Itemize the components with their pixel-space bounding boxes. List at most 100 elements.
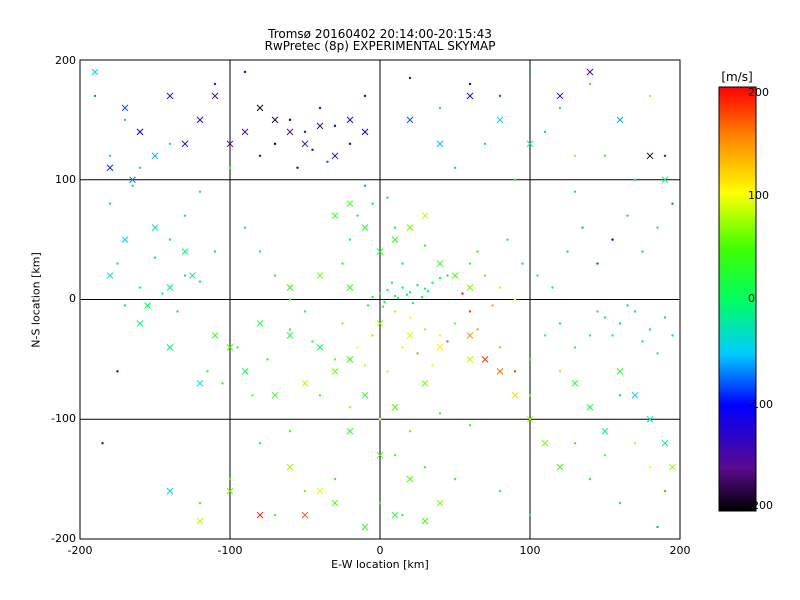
- x-tick-label: -200: [67, 544, 93, 557]
- scatter-dot-point: [648, 94, 652, 98]
- scatter-dot-point: [641, 340, 644, 343]
- scatter-dot-point: [573, 346, 577, 349]
- scatter-dot-point: [381, 305, 385, 308]
- scatter-dot-point: [588, 82, 592, 86]
- scatter-dot-point: [273, 142, 277, 146]
- scatter-dot-point: [383, 300, 386, 304]
- scatter-dot-point: [168, 238, 172, 241]
- scatter-cross-point: [466, 332, 474, 339]
- scatter-dot-point: [326, 160, 329, 163]
- scatter-cross-point: [166, 92, 174, 100]
- scatter-dot-point: [558, 106, 562, 110]
- x-tick-label: 100: [519, 544, 541, 557]
- scatter-dot-point: [558, 322, 562, 325]
- scatter-cross-point: [286, 332, 294, 339]
- scatter-dot-point: [626, 214, 629, 217]
- scatter-dot-point: [573, 154, 577, 157]
- scatter-dot-point: [183, 274, 187, 277]
- scatter-dot-point: [318, 106, 322, 110]
- scatter-cross-point: [151, 152, 159, 160]
- scatter-dot-point: [288, 298, 292, 301]
- scatter-dot-point: [626, 304, 629, 307]
- scatter-dot-point: [236, 346, 239, 349]
- plot-frame: [79, 59, 681, 540]
- scatter-dot-point: [573, 442, 577, 445]
- scatter-dot-point: [438, 334, 442, 337]
- scatter-dot-point: [648, 465, 652, 469]
- scatter-dot-point: [183, 214, 187, 217]
- scatter-cross-point: [556, 463, 564, 471]
- scatter-cross-point: [301, 511, 309, 519]
- scatter-cross-point: [286, 128, 294, 136]
- scatter-dot-point: [573, 190, 577, 193]
- scatter-dot-point: [386, 196, 389, 199]
- y-tick-label: -100: [51, 412, 76, 425]
- scatter-cross-point: [151, 224, 159, 232]
- scatter-dot-point: [258, 442, 262, 445]
- scatter-cross-point: [661, 176, 669, 184]
- scatter-cross-point: [631, 391, 639, 399]
- scatter-dot-point: [348, 142, 352, 146]
- scatter-dot-point: [311, 148, 314, 152]
- x-tick-label: 0: [376, 544, 384, 557]
- scatter-dot-point: [611, 238, 614, 241]
- scatter-cross-point: [331, 152, 339, 160]
- scatter-dot-point: [528, 358, 532, 361]
- scatter-cross-point: [144, 302, 151, 309]
- y-tick-label: 200: [55, 54, 76, 67]
- scatter-dot-point: [596, 310, 599, 313]
- scatter-dot-point: [453, 166, 457, 169]
- scatter-dot-point: [356, 214, 359, 217]
- scatter-dot-point: [483, 274, 487, 277]
- scatter-dot-point: [138, 286, 142, 289]
- y-tick-label: -200: [51, 532, 76, 545]
- scatter-dot-point: [386, 288, 389, 292]
- scatter-cross-point: [466, 92, 474, 100]
- scatter-cross-point: [496, 116, 504, 124]
- scatter-dot-point: [411, 301, 415, 305]
- colorbar: [718, 86, 757, 512]
- colorbar-tick-label: 200: [748, 86, 769, 99]
- scatter-dot-point: [123, 304, 127, 307]
- scatter-dot-point: [566, 250, 569, 253]
- scatter-dot-point: [116, 262, 119, 265]
- scatter-cross-point: [616, 367, 624, 375]
- scatter-cross-point: [301, 140, 309, 148]
- scatter-dot-point: [423, 465, 427, 469]
- scatter-cross-point: [316, 344, 324, 351]
- scatter-cross-point: [136, 320, 144, 327]
- scatter-cross-point: [421, 212, 429, 220]
- scatter-dot-point: [498, 94, 502, 98]
- scatter-dot-point: [423, 328, 427, 331]
- scatter-dot-point: [356, 346, 359, 349]
- scatter-cross-point: [331, 499, 339, 507]
- scatter-dot-point: [663, 489, 667, 493]
- colorbar-tick-label: 0: [748, 292, 755, 305]
- scatter-dot-point: [258, 154, 262, 157]
- scatter-cross-point: [241, 367, 249, 375]
- scatter-cross-point: [391, 511, 399, 519]
- scatter-dot-point: [528, 70, 532, 74]
- scatter-dot-point: [198, 190, 202, 193]
- scatter-cross-point: [346, 200, 354, 208]
- scatter-dot-point: [656, 352, 659, 355]
- scatter-dot-point: [618, 501, 622, 505]
- scatter-dot-point: [153, 256, 157, 259]
- scatter-cross-point: [511, 391, 519, 399]
- scatter-cross-point: [211, 332, 219, 339]
- scatter-cross-point: [106, 164, 114, 172]
- scatter-dot-point: [138, 166, 142, 169]
- scatter-dot-point: [243, 226, 247, 229]
- x-tick-label: -100: [217, 544, 243, 557]
- scatter-cross-point: [451, 272, 459, 279]
- scatter-dot-point: [663, 316, 667, 319]
- scatter-cross-point: [466, 356, 474, 363]
- scatter-dot-point: [206, 370, 209, 373]
- scatter-dot-point: [468, 262, 472, 265]
- scatter-cross-point: [346, 116, 354, 124]
- scatter-cross-point: [361, 224, 369, 232]
- scatter-dot-point: [543, 130, 547, 134]
- scatter-dot-point: [648, 328, 652, 331]
- scatter-dot-point: [423, 287, 427, 290]
- scatter-cross-point: [496, 367, 504, 375]
